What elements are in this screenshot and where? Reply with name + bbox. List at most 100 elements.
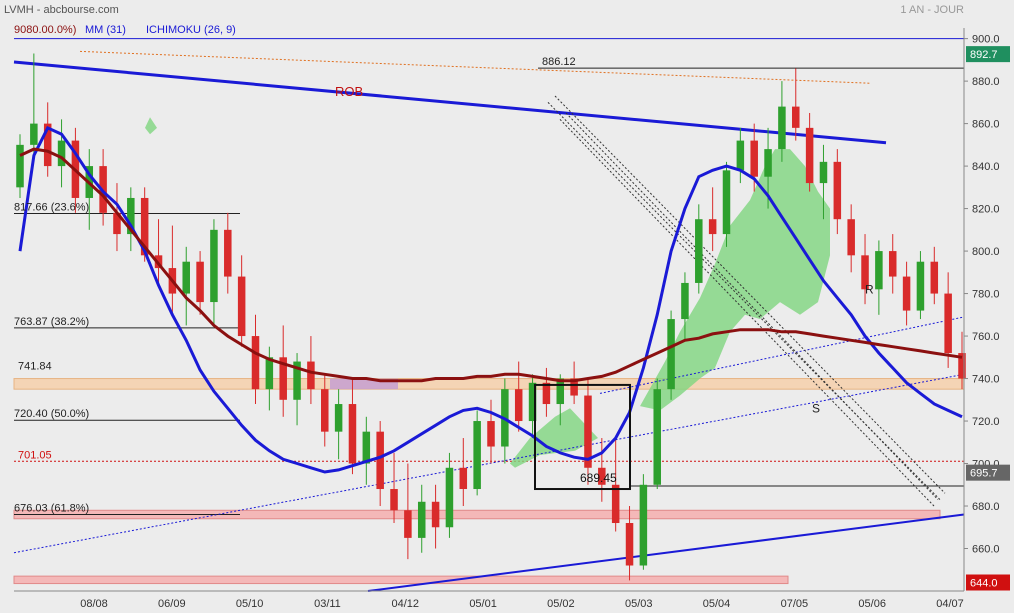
candle-body (487, 421, 495, 447)
candle-body (251, 336, 260, 390)
chart-labels: 817.66 (23.6%) 763.87 (38.2%) 720.40 (50.0… (14, 56, 874, 514)
candle-body (542, 382, 551, 405)
candle-body (833, 161, 842, 220)
level-689-label: 689.45 (580, 471, 617, 485)
y-tick-label: 800.0 (972, 246, 1000, 258)
x-tick-label: 04/07 (936, 598, 964, 610)
candle-body (958, 353, 966, 379)
mm-100-line (19, 147, 963, 383)
candle-body (514, 389, 523, 422)
candle-body (279, 357, 287, 400)
y-tick-label: 880.0 (972, 76, 1000, 88)
candle-body (334, 404, 343, 432)
candle-body (570, 378, 578, 396)
candle-body (805, 127, 814, 184)
price-tag-last: 695.7 (970, 468, 998, 480)
candle-body (293, 361, 301, 400)
x-tick-label: 05/01 (469, 598, 497, 610)
candle-body (348, 404, 357, 464)
candle-body (653, 389, 661, 485)
cloud-overlap-zone (330, 378, 398, 390)
x-tick-label: 05/03 (625, 598, 653, 610)
candles (16, 53, 966, 581)
price-tag-892-bg (966, 46, 1010, 63)
x-tick-label: 07/05 (781, 598, 809, 610)
candle-body (695, 219, 703, 283)
fib-label: 720.40 (50.0%) (14, 408, 89, 420)
candle-body (930, 261, 939, 294)
candle-body (902, 276, 911, 311)
x-axis: 08/08 06/09 05/10 03/11 04/12 05/01 05/02 05/03… (14, 590, 964, 610)
level-701-label: 701.05 (18, 449, 52, 461)
x-tick-label: 03/11 (314, 598, 341, 610)
mm-31-line (18, 125, 963, 474)
candle-body (321, 389, 329, 432)
candle-body (750, 140, 758, 177)
candle-body (57, 140, 66, 167)
candle-body (556, 378, 565, 405)
candle-body (459, 467, 468, 490)
fib-label: 763.87 (38.2%) (14, 316, 89, 328)
candle-body (722, 170, 731, 235)
candle-body (625, 523, 634, 566)
candle-body (224, 229, 232, 277)
candle-body (182, 261, 190, 294)
candle-body (390, 489, 398, 511)
candle-body (307, 361, 315, 390)
candle-body (265, 357, 274, 390)
candle-body (861, 255, 869, 290)
falling-channel-line (565, 112, 939, 500)
candle-body (639, 484, 648, 566)
candle-body (16, 144, 24, 188)
y-axis: 660.0680.0700.0720.0740.0760.0780.0800.0… (963, 28, 1010, 591)
x-tick-label: 05/06 (858, 598, 886, 610)
x-tick-label: 08/08 (80, 598, 108, 610)
legend-mm: MM (31) (85, 24, 126, 36)
cloud-segment (510, 408, 598, 468)
chart-title: LVMH - abcbourse.com (4, 4, 119, 16)
level-886-label: 886.12 (542, 56, 576, 68)
fib-label: 676.03 (61.8%) (14, 502, 89, 514)
blue-dotted-channel-high (599, 316, 965, 394)
x-tick-label: 06/09 (158, 598, 186, 610)
candle-body (237, 276, 246, 337)
y-tick-label: 760.0 (972, 331, 1000, 343)
price-tag-644-bg (966, 574, 1010, 591)
blue-dotted-channel-low (13, 373, 965, 554)
candle-body (362, 431, 371, 464)
annotation-s: S (812, 402, 820, 416)
candle-body (376, 431, 384, 490)
candle-body (196, 261, 204, 303)
candle-body (611, 484, 620, 524)
candle-body (528, 382, 537, 422)
candle-body (764, 149, 772, 177)
y-tick-label: 820.0 (972, 204, 1000, 216)
x-tick-label: 05/10 (236, 598, 264, 610)
y-tick-label: 660.0 (972, 544, 1000, 556)
candle-body (819, 161, 828, 184)
y-tick-label: 720.0 (972, 416, 1000, 428)
candle-body (667, 319, 675, 390)
candle-body (778, 106, 786, 150)
candle-body (681, 282, 689, 320)
fib-label: 817.66 (23.6%) (14, 202, 89, 214)
candle-body (140, 197, 149, 256)
falling-channel-line (554, 95, 946, 494)
annotation-rob: ROB (335, 84, 363, 99)
highlight-box (534, 383, 631, 491)
y-tick-label: 840.0 (972, 161, 1000, 173)
price-tag-644: 644.0 (970, 578, 998, 590)
candle-body (944, 293, 952, 354)
low-zone (13, 575, 789, 585)
candle-body (43, 123, 52, 167)
candle-body (127, 197, 135, 235)
candle-body (875, 251, 883, 290)
y-tick-label: 780.0 (972, 289, 1000, 301)
falling-channel-line (559, 119, 935, 507)
candle-body (916, 261, 925, 311)
candle-body (431, 501, 440, 528)
x-tick-label: 04/12 (392, 598, 420, 610)
price-tag-892: 892.7 (970, 49, 998, 61)
moving-averages (18, 125, 963, 474)
